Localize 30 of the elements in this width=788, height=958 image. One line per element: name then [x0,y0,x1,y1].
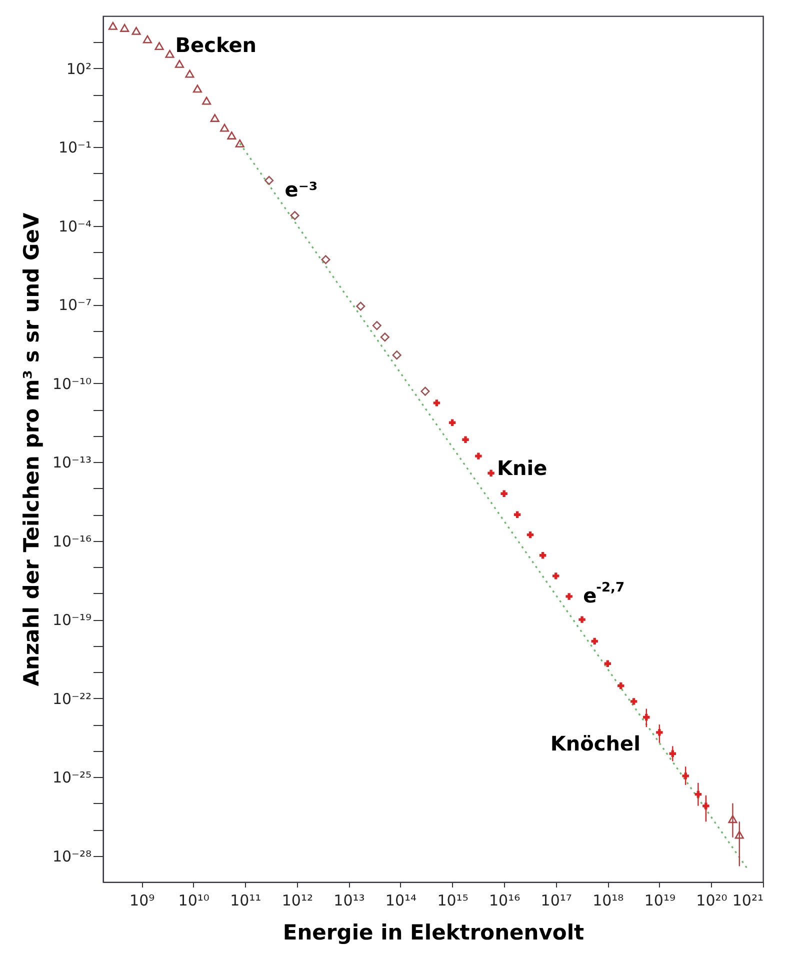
x-tick-label: 10¹⁵ [437,892,468,910]
y-tick-label: 10⁻⁴ [58,217,92,236]
annotation: Becken [175,32,257,57]
x-axis-title: Energie in Elektronenvolt [282,920,584,944]
x-tick-label: 10¹⁴ [385,892,417,910]
y-tick-label: 10⁻²² [52,690,92,708]
x-tick-label: 10²¹ [732,892,764,910]
x-tick-label: 10¹³ [334,892,365,910]
y-tick-label: 10⁻²⁵ [52,768,92,787]
y-tick-label: 10² [66,60,92,78]
y-tick-label: 10⁻¹³ [52,454,92,472]
annotation: Knöchel [550,731,640,756]
x-tick-label: 10¹⁹ [644,892,676,910]
x-tick-label: 10¹² [282,892,313,910]
y-tick-label: 10⁻¹⁹ [52,611,92,630]
y-tick-label: 10⁻¹⁶ [52,532,92,550]
y-tick-label: 10⁻²⁸ [52,847,92,866]
x-tick-label: 10⁹ [130,892,155,910]
y-tick-label: 10⁻¹⁰ [52,374,92,393]
y-axis-title: Anzahl der Teilchen pro m³ s sr und GeV [19,212,44,686]
x-tick-label: 10¹⁶ [489,892,520,910]
annotation: Knie [497,456,548,480]
y-tick-label: 10⁻¹ [58,138,92,157]
y-tick-label: 10⁻⁷ [58,296,92,314]
annotation: e⁻³ [284,177,318,202]
x-tick-label: 10¹¹ [230,892,262,910]
x-tick-label: 10¹⁷ [540,892,572,910]
x-tick-label: 10²⁰ [696,892,728,910]
x-tick-label: 10¹⁰ [178,892,210,910]
x-tick-label: 10¹⁸ [592,892,624,910]
